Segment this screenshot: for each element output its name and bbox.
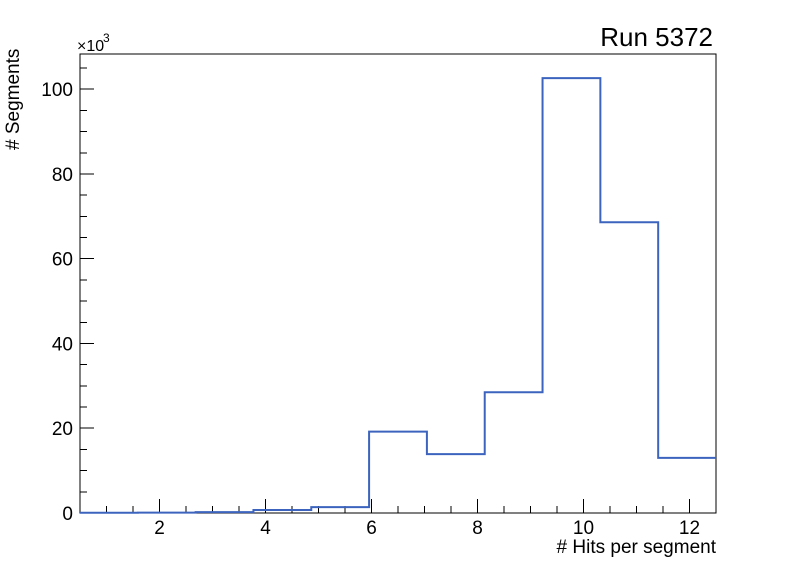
x-tick-label: 10	[573, 518, 594, 539]
x-tick-label: 2	[154, 518, 165, 539]
y-axis-tick-labels: 0 20 40 60 80 100	[41, 80, 73, 525]
y-tick-label: 100	[41, 80, 73, 101]
x-axis-ticks	[106, 499, 690, 513]
x-tick-label: 6	[366, 518, 377, 539]
x-tick-label: 8	[472, 518, 483, 539]
x-tick-label: 4	[260, 518, 271, 539]
y-tick-label: 80	[52, 165, 73, 186]
y-tick-label: 20	[52, 419, 73, 440]
chart-title: Run 5372	[600, 22, 713, 52]
y-tick-label: 60	[52, 250, 73, 271]
x-axis-tick-labels: 2 4 6 8 10 12	[154, 518, 700, 539]
y-axis-ticks	[80, 67, 94, 514]
y-axis-scale-base: ×10	[77, 38, 104, 55]
histogram-line	[80, 77, 716, 514]
plot-frame	[79, 53, 717, 514]
x-axis-title: # Hits per segment	[557, 537, 717, 558]
y-axis-title: # Segments	[3, 49, 24, 150]
y-tick-label: 0	[62, 504, 73, 525]
y-tick-label: 40	[52, 334, 73, 355]
y-axis-scale-exponent: 3	[103, 31, 110, 45]
x-tick-label: 12	[679, 518, 700, 539]
